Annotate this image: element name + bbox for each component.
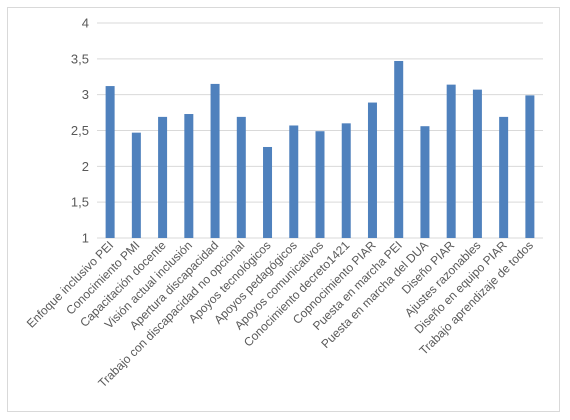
bar [446, 84, 456, 238]
bar [367, 102, 377, 238]
bar [158, 116, 168, 238]
y-tick-label: 3 [82, 87, 89, 102]
y-tick-label: 1,5 [71, 195, 89, 210]
y-tick-label: 1 [82, 231, 89, 246]
bar [525, 95, 535, 238]
bar-chart: 1 1,5 2 2,5 3 3,5 4 Enfoque inclusivo PEIConoc… [24, 16, 543, 390]
y-tick-label: 3,5 [71, 51, 89, 66]
y-tick-label: 2,5 [71, 123, 89, 138]
chart-frame: 1 1,5 2 2,5 3 3,5 4 Enfoque inclusivo PEI Conoc… [7, 7, 560, 412]
bar [236, 116, 246, 238]
bar [499, 116, 509, 238]
bar [420, 126, 430, 238]
bars [105, 60, 535, 239]
bar [263, 146, 273, 238]
bar [131, 132, 141, 238]
y-axis-tick-labels: 1 1,5 2 2,5 3 3,5 4 [71, 16, 89, 246]
bar [315, 131, 325, 238]
bar [289, 125, 299, 238]
bar [472, 89, 482, 239]
y-tick-label: 4 [82, 16, 89, 31]
bar [341, 123, 351, 238]
bar [210, 83, 220, 239]
bar [394, 60, 404, 238]
bar [184, 114, 194, 238]
y-tick-label: 2 [82, 159, 89, 174]
bar [105, 86, 115, 238]
